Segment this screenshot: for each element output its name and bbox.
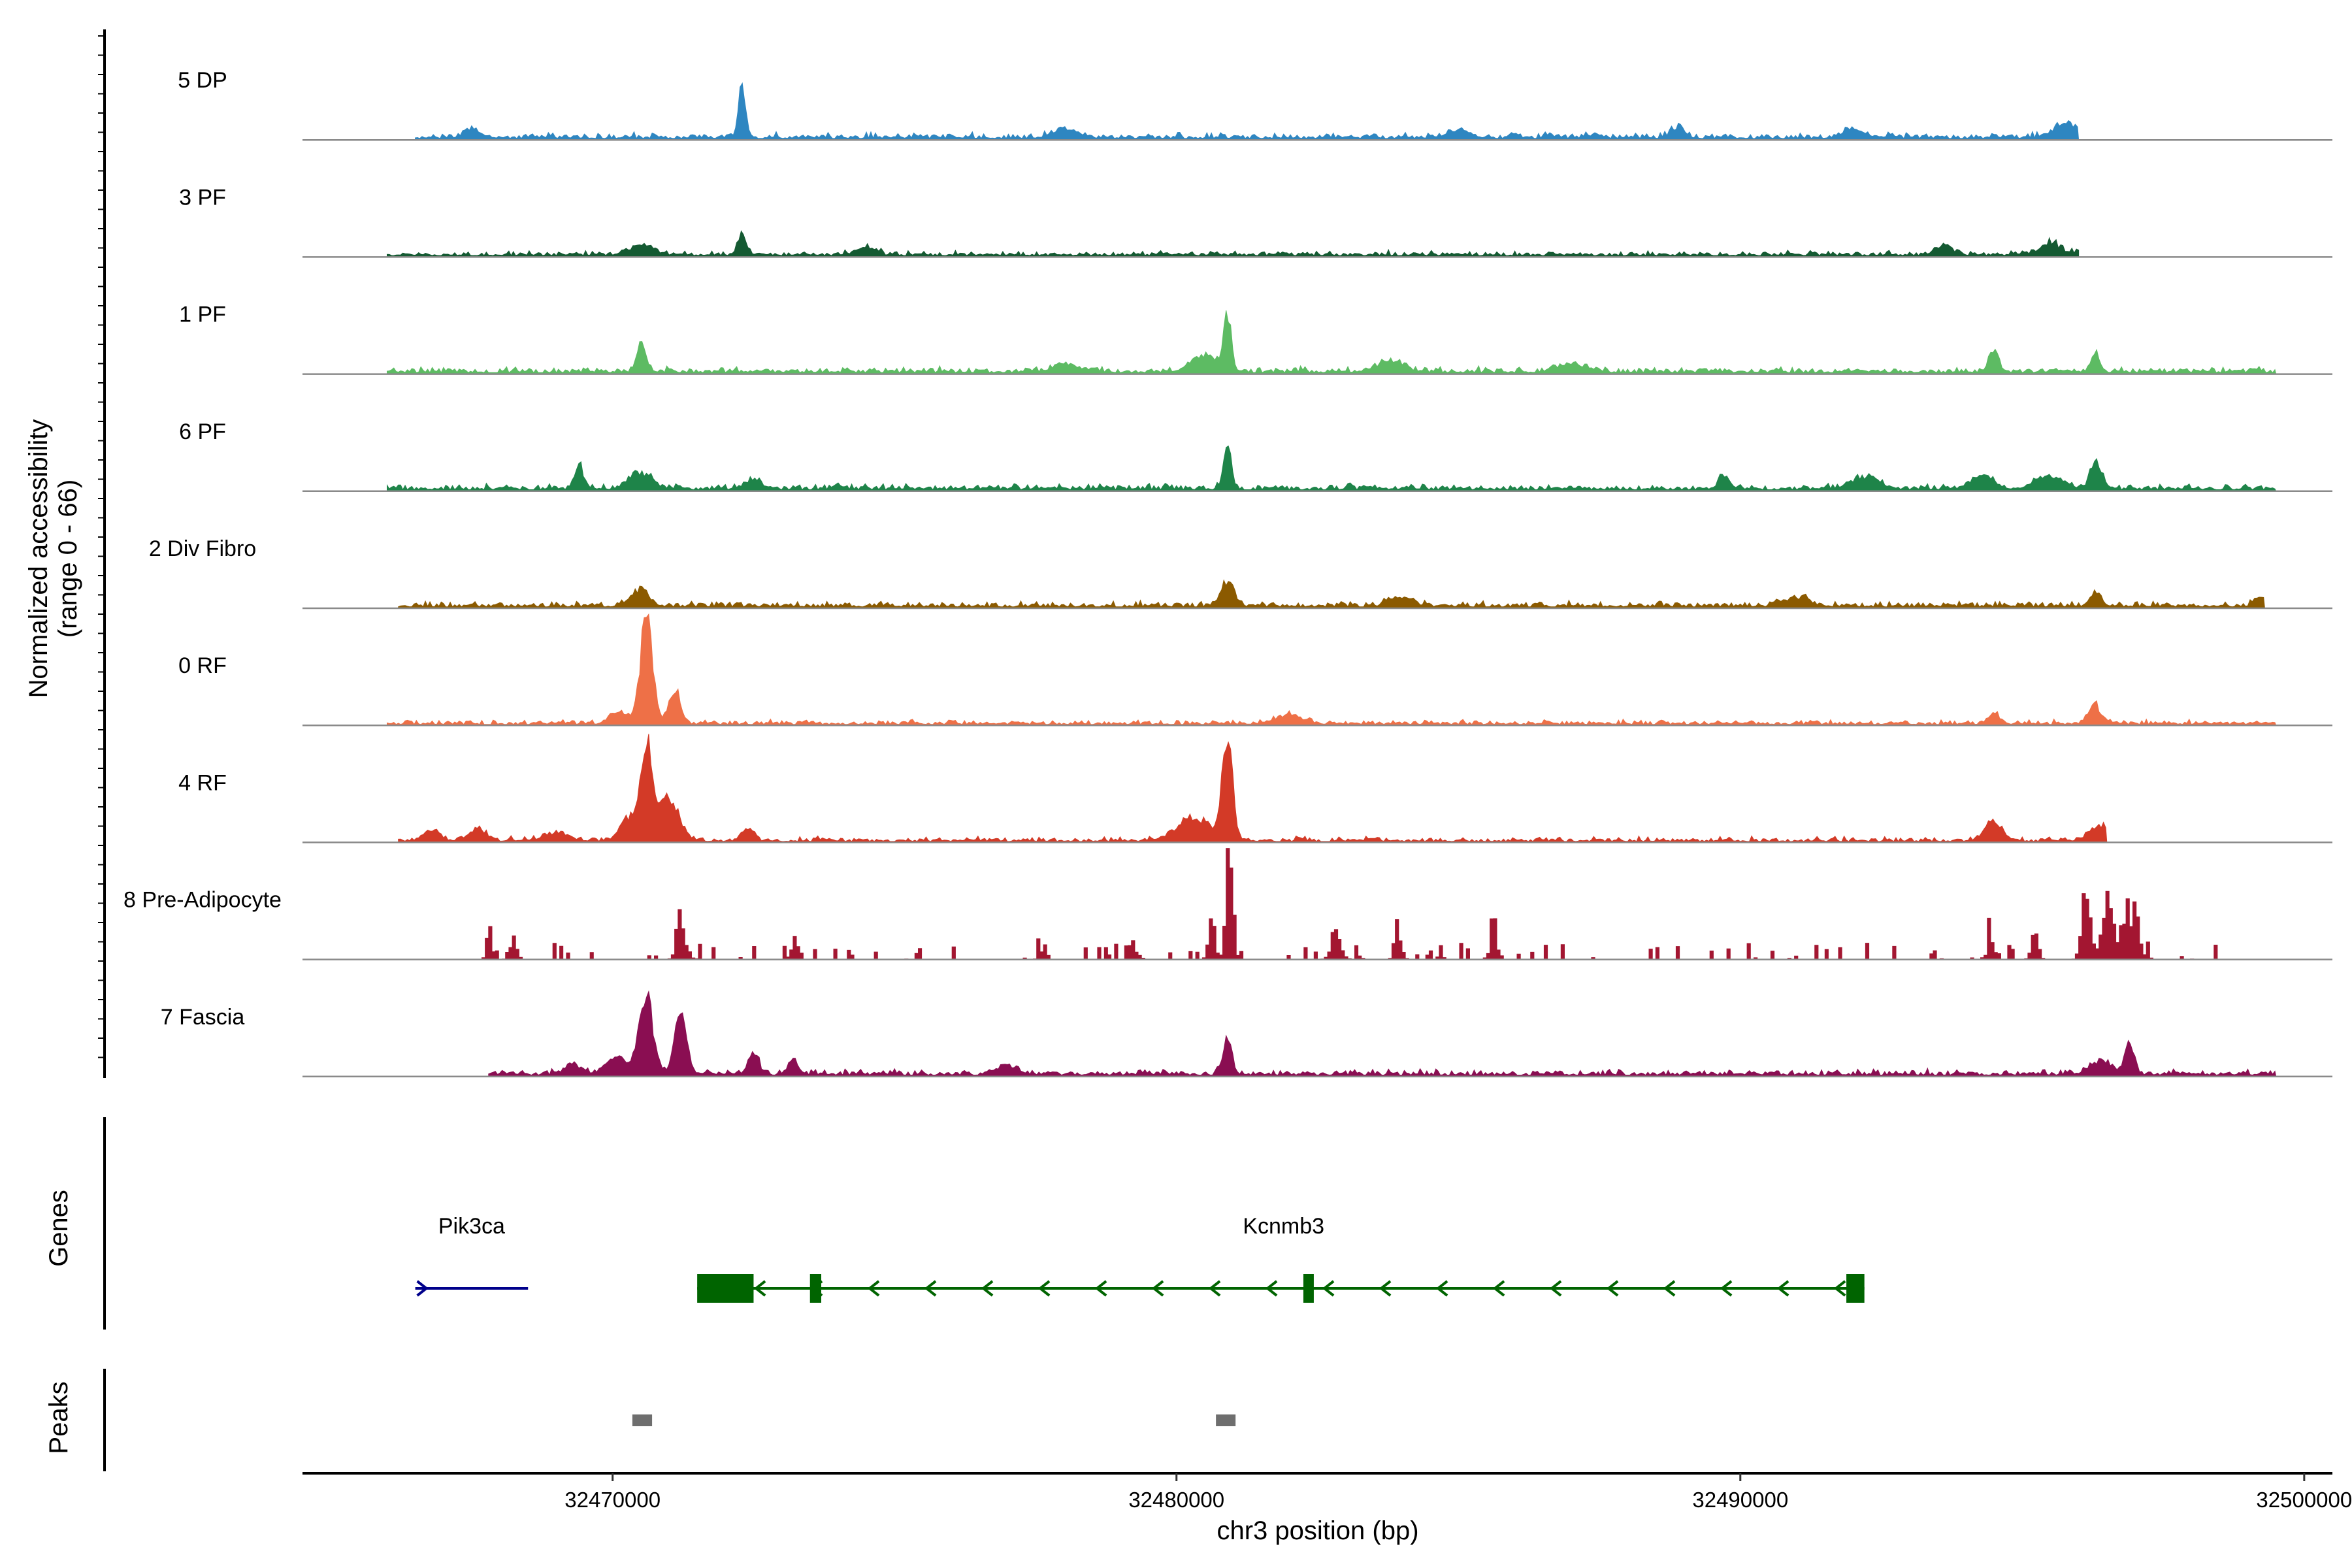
genes-track-label: Genes [44, 1190, 73, 1267]
gene-label: Pik3ca [438, 1214, 505, 1239]
strand-arrow-icon [1549, 1280, 1562, 1297]
strand-arrow-icon [1379, 1280, 1392, 1297]
track-1-pf: 1 PF [179, 302, 2332, 375]
strand-arrow-icon [1208, 1280, 1221, 1297]
track-label: 1 PF [179, 302, 226, 327]
strand-arrow-icon [924, 1280, 937, 1297]
track-6-pf: 6 PF [179, 419, 2332, 493]
x-axis-tick-label: 32480000 [1128, 1488, 1224, 1512]
track-0-rf: 0 RF [178, 613, 2332, 727]
y-axis-title-line1: Normalized accessibility [24, 419, 53, 698]
x-axis-tick-label: 32490000 [1692, 1488, 1788, 1512]
track-signal-area [387, 310, 2277, 375]
gene-pik3ca: Pik3ca [415, 1214, 529, 1297]
track-8-pre-adipocyte: 8 Pre-Adipocyte [123, 848, 2332, 960]
track-label: 5 DP [178, 68, 227, 93]
strand-arrow-icon [1037, 1280, 1051, 1297]
track-label: 3 PF [179, 185, 226, 210]
strand-arrow-icon [753, 1280, 766, 1297]
track-2-div-fibro: 2 Div Fibro [149, 536, 2332, 610]
x-axis-title: chr3 position (bp) [1217, 1516, 1418, 1545]
track-4-rf: 4 RF [178, 734, 2332, 843]
strand-arrow-icon [1094, 1280, 1107, 1297]
track-signal-area [387, 230, 2080, 257]
track-label: 6 PF [179, 419, 226, 444]
gene-exon [1846, 1274, 1865, 1303]
track-signal-area [387, 445, 2277, 492]
genes-track: Pik3ca Kcnmb3 [103, 1117, 1865, 1330]
strand-arrow-icon [1265, 1280, 1278, 1297]
strand-arrow-icon [1151, 1280, 1164, 1297]
x-axis-tick-label: 32470000 [564, 1488, 661, 1512]
track-signal-area [398, 579, 2265, 609]
strand-arrow-icon [1833, 1280, 1846, 1297]
strand-arrow-icon [1606, 1280, 1619, 1297]
peak-region [1216, 1414, 1236, 1426]
track-7-fascia: 7 Fascia [161, 990, 2332, 1078]
track-signal-area [387, 613, 2277, 726]
track-label: 4 RF [178, 770, 227, 795]
track-signal-area [415, 82, 2080, 140]
track-signal-area [398, 734, 2108, 843]
strand-arrow-icon [981, 1280, 994, 1297]
y-axis-title-line2: (range 0 - 66) [54, 480, 82, 638]
track-3-pf: 3 PF [179, 185, 2332, 258]
track-label: 0 RF [178, 653, 227, 678]
peaks-track [103, 1369, 1236, 1471]
strand-arrow-icon [416, 1280, 429, 1297]
track-label: 7 Fascia [161, 1005, 245, 1030]
x-axis: 32470000 32480000 32490000 32500000 [302, 1472, 2352, 1512]
track-label: 8 Pre-Adipocyte [123, 888, 282, 913]
strand-arrow-icon [1322, 1280, 1335, 1297]
track-label: 2 Div Fibro [149, 536, 256, 561]
peaks-track-label: Peaks [44, 1381, 73, 1454]
coverage-tracks: 5 DP 3 PF 1 PF 6 PF 2 Div Fibro 0 RF 4 RF 8 Pre… [98, 29, 2332, 1078]
strand-arrow-icon [1720, 1280, 1733, 1297]
strand-arrow-icon [1435, 1280, 1448, 1297]
gene-kcnmb3: Kcnmb3 [696, 1214, 1865, 1303]
track-5-dp: 5 DP [178, 68, 2332, 141]
peak-region [632, 1414, 653, 1426]
gene-exon [697, 1274, 754, 1303]
gene-label: Kcnmb3 [1243, 1214, 1324, 1239]
strand-arrow-icon [1776, 1280, 1789, 1297]
track-signal-area [488, 990, 2277, 1077]
strand-arrow-icon [867, 1280, 880, 1297]
strand-arrow-icon [1663, 1280, 1676, 1297]
strand-arrow-icon [1492, 1280, 1505, 1297]
gene-exon [809, 1274, 822, 1303]
x-axis-tick-label: 32500000 [2256, 1488, 2352, 1512]
gene-exon [1303, 1274, 1314, 1303]
track-signal-area [455, 848, 2262, 960]
